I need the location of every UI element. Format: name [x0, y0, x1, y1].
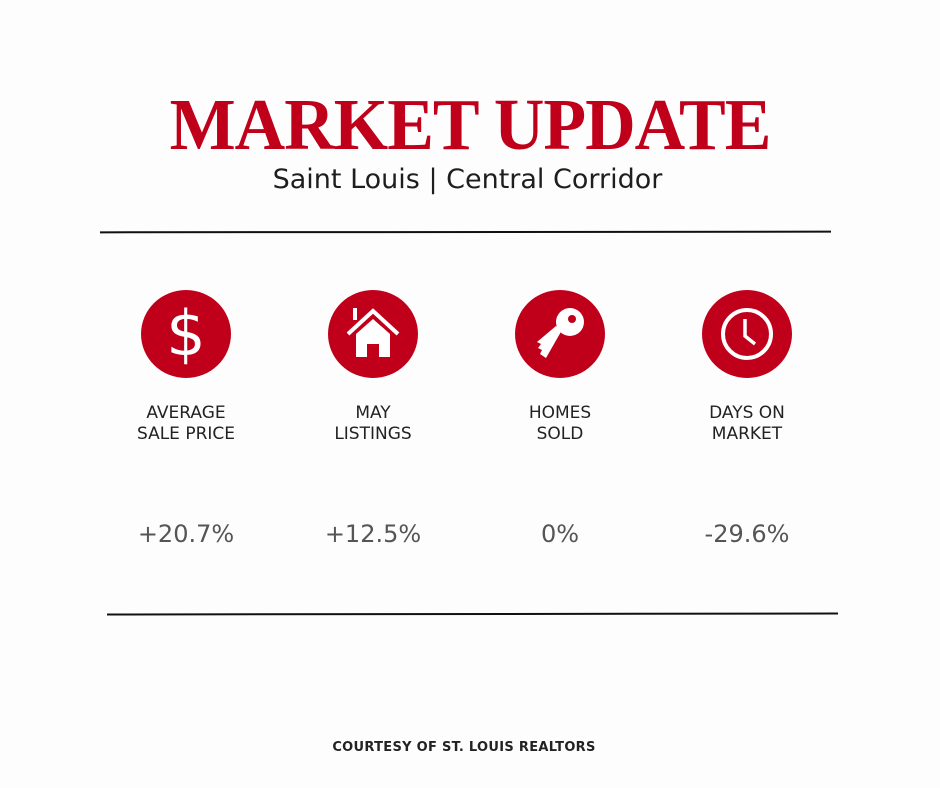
footer-credit: COURTESY OF ST. LOUIS REALTORS: [332, 740, 596, 755]
stat-label: HOMES SOLD: [528, 403, 592, 444]
house-icon: [328, 290, 418, 378]
clock-icon: [702, 290, 792, 378]
stat-label: AVERAGE SALE PRICE: [136, 403, 236, 444]
key-icon: [515, 290, 605, 378]
stat-value: -29.6%: [704, 520, 790, 548]
stat-days-on-market: DAYS ON MARKET -29.6%: [657, 290, 837, 548]
page-subtitle: Saint Louis | Central Corridor: [272, 164, 663, 195]
dollar-icon: $: [141, 290, 231, 378]
stat-may-listings: MAY LISTINGS +12.5%: [283, 290, 463, 548]
stat-label: DAYS ON MARKET: [709, 403, 785, 444]
stat-average-sale-price: $ AVERAGE SALE PRICE +20.7%: [96, 290, 276, 548]
stat-value: +12.5%: [324, 520, 422, 548]
page-title: MARKET UPDATE: [169, 85, 772, 166]
stat-label: MAY LISTINGS: [334, 403, 412, 444]
stat-homes-sold: HOMES SOLD 0%: [470, 290, 650, 548]
stat-value: 0%: [540, 520, 580, 548]
bottom-divider: [106, 612, 839, 616]
top-divider: [99, 230, 832, 234]
stat-value: +20.7%: [137, 520, 235, 548]
svg-text:$: $: [166, 299, 205, 369]
